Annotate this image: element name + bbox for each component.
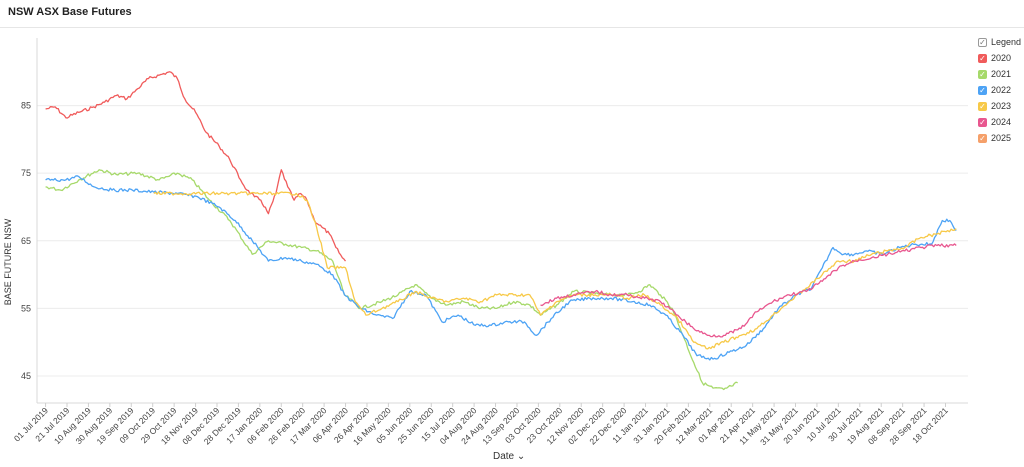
y-tick-label: 75	[21, 168, 31, 178]
y-tick-label: 45	[21, 371, 31, 381]
chevron-down-icon: ⌄	[516, 451, 526, 462]
legend-label: 2022	[991, 85, 1012, 95]
series-line-2024	[540, 243, 957, 338]
page-title: NSW ASX Base Futures	[8, 6, 132, 18]
legend: ✓ Legend ✓ 2020 ✓ 2021 ✓ 2022 ✓ 2023 ✓ 2…	[978, 34, 1021, 146]
legend-item-2020[interactable]: ✓ 2020	[978, 50, 1021, 66]
legend-item-2025[interactable]: ✓ 2025	[978, 130, 1021, 146]
legend-item-2022[interactable]: ✓ 2022	[978, 82, 1021, 98]
series-line-2021	[45, 169, 738, 391]
checkbox-icon: ✓	[978, 101, 987, 111]
legend-label: 2025	[991, 133, 1012, 143]
checkbox-icon: ✓	[978, 85, 987, 95]
title-divider	[0, 27, 1024, 28]
legend-label: 2024	[991, 117, 1012, 127]
series-line-2023	[153, 191, 957, 350]
checkbox-icon: ✓	[978, 133, 987, 143]
legend-item-2024[interactable]: ✓ 2024	[978, 114, 1021, 130]
series-line-2020	[45, 71, 347, 262]
checkbox-icon: ✓	[978, 117, 987, 127]
y-tick-label: 65	[21, 236, 31, 246]
legend-item-2023[interactable]: ✓ 2023	[978, 98, 1021, 114]
checkbox-icon: ✓	[978, 53, 987, 63]
legend-header[interactable]: ✓ Legend	[978, 34, 1021, 50]
x-axis-title: Date	[493, 451, 515, 462]
legend-header-label: Legend	[991, 37, 1022, 47]
y-tick-label: 85	[21, 101, 31, 111]
checkbox-icon: ✓	[978, 69, 987, 79]
legend-label: 2023	[991, 101, 1012, 111]
checkbox-icon: ✓	[978, 37, 987, 47]
y-tick-label: 55	[21, 303, 31, 313]
x-axis-label[interactable]: Date ⌄	[493, 451, 525, 462]
series-line-2022	[45, 175, 957, 361]
legend-item-2021[interactable]: ✓ 2021	[978, 66, 1021, 82]
y-axis-label: BASE FUTURE NSW	[3, 218, 13, 306]
legend-label: 2021	[991, 69, 1012, 79]
legend-label: 2020	[991, 53, 1012, 63]
